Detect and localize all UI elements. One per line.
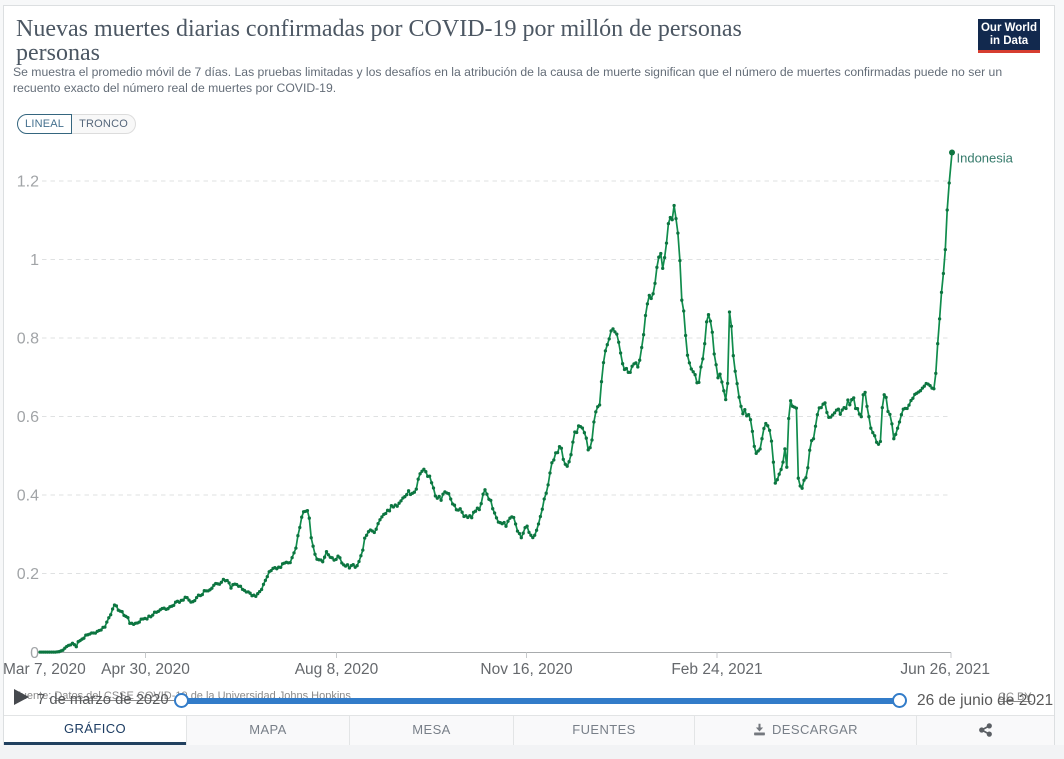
svg-text:Mar 7, 2020: Mar 7, 2020 [3,661,86,678]
svg-text:Indonesia: Indonesia [957,151,1014,166]
svg-text:Aug 8, 2020: Aug 8, 2020 [295,661,379,678]
svg-text:Jun 26, 2021: Jun 26, 2021 [900,661,990,678]
svg-text:0.2: 0.2 [17,566,39,583]
svg-text:0: 0 [30,645,39,662]
svg-text:0.4: 0.4 [17,488,39,505]
svg-text:Feb 24, 2021: Feb 24, 2021 [671,661,762,678]
svg-text:1.2: 1.2 [17,174,39,191]
svg-text:Apr 30, 2020: Apr 30, 2020 [101,661,190,678]
svg-text:0.8: 0.8 [17,331,39,348]
svg-text:0.6: 0.6 [17,409,39,426]
svg-text:1: 1 [30,252,39,269]
svg-text:Nov 16, 2020: Nov 16, 2020 [480,661,573,678]
